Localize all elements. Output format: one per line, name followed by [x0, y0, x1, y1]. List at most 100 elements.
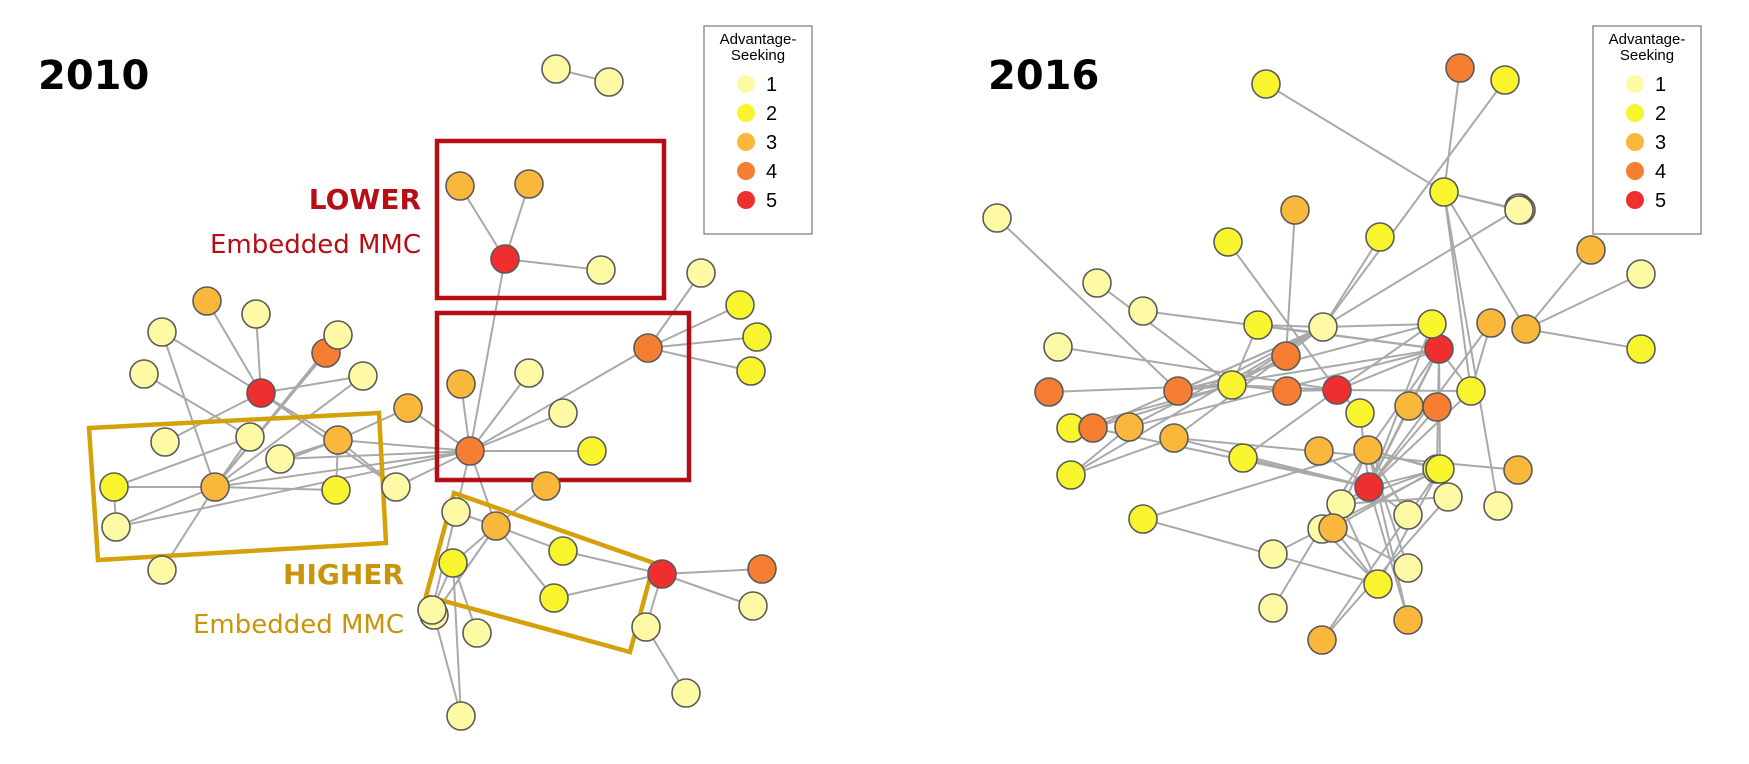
- lower-mmc-box-bottom: [434, 310, 692, 483]
- network-edge: [1525, 273, 1642, 330]
- network-node-level-5: [647, 559, 677, 589]
- network-node-level-1: [586, 255, 616, 285]
- network-node-level-2: [1345, 398, 1375, 428]
- nodes-2010: [99, 54, 777, 731]
- network-node-level-2: [1228, 443, 1258, 473]
- network-edge: [1368, 406, 1438, 488]
- network-edge: [1265, 83, 1445, 193]
- network-node-level-4: [1445, 53, 1475, 83]
- network-node-level-2: [1128, 504, 1158, 534]
- network-node-level-4: [1078, 413, 1108, 443]
- network-node-level-3: [1304, 436, 1334, 466]
- network-node-level-1: [417, 595, 447, 625]
- network-edge: [260, 375, 364, 394]
- network-node-level-1: [147, 317, 177, 347]
- network-node-level-1: [671, 678, 701, 708]
- legend-label: 1: [766, 74, 777, 96]
- network-node-level-1: [241, 299, 271, 329]
- network-node-level-1: [323, 320, 353, 350]
- network-edge: [562, 550, 663, 575]
- higher-mmc-box-right: [423, 490, 657, 655]
- network-node-level-1: [235, 422, 265, 452]
- network-node-level-1: [129, 359, 159, 389]
- panel-2010: 2010 LOWER Embedded MMC HIGHER Embedded …: [38, 25, 813, 731]
- network-node-level-2: [1490, 65, 1520, 95]
- network-edge: [1443, 191, 1472, 392]
- nodes-2016: [982, 53, 1656, 655]
- network-node-level-1: [462, 618, 492, 648]
- network-node-level-1: [1043, 332, 1073, 362]
- network-node-level-2: [1425, 454, 1455, 484]
- edges-2016: [996, 67, 1642, 641]
- panel-year-2010: 2010: [38, 53, 149, 99]
- legend-label: 1: [1655, 74, 1666, 96]
- legend-box: [1592, 25, 1702, 235]
- legend-2010: Advantage- Seeking 1 2 3 4 5: [703, 25, 813, 235]
- network-node-level-1: [686, 258, 716, 288]
- network-edge: [1322, 207, 1520, 328]
- network-node-level-2: [438, 548, 468, 578]
- network-node-level-1: [1128, 296, 1158, 326]
- network-node-level-1: [738, 591, 768, 621]
- network-edge: [214, 375, 364, 488]
- network-edge: [337, 439, 471, 452]
- network-node-level-5: [490, 244, 520, 274]
- network-edge: [1336, 389, 1472, 392]
- lower-label: LOWER: [309, 183, 421, 216]
- network-node-level-3: [1503, 455, 1533, 485]
- network-edge: [469, 412, 564, 452]
- network-node-level-4: [633, 333, 663, 363]
- network-edge: [1096, 282, 1233, 386]
- network-edge: [143, 373, 251, 438]
- legend-swatch: [1626, 191, 1644, 209]
- legend-swatch: [737, 191, 755, 209]
- network-node-level-1: [446, 701, 476, 731]
- legend-2016: Advantage- Seeking 1 2 3 4 5: [1592, 25, 1702, 235]
- network-node-level-1: [1483, 491, 1513, 521]
- network-node-level-4: [1272, 376, 1302, 406]
- network-edge: [553, 573, 663, 599]
- legend-title-line2: Seeking: [731, 47, 785, 64]
- network-node-level-1: [1626, 259, 1656, 289]
- network-node-level-2: [539, 583, 569, 613]
- annotation-higher: HIGHER Embedded MMC: [193, 558, 404, 640]
- network-node-level-5: [1424, 334, 1454, 364]
- legend-swatch: [737, 162, 755, 180]
- network-edge: [661, 568, 763, 575]
- network-node-level-3: [393, 393, 423, 423]
- network-node-level-3: [1511, 314, 1541, 344]
- network-node-level-3: [192, 286, 222, 316]
- network-edge: [504, 258, 602, 271]
- network-node-level-4: [455, 436, 485, 466]
- network-node-level-3: [1318, 513, 1348, 543]
- network-edge: [495, 525, 555, 599]
- network-node-level-3: [531, 471, 561, 501]
- network-node-level-3: [1394, 391, 1424, 421]
- legend-label: 2: [766, 103, 777, 125]
- network-node-level-5: [1354, 472, 1384, 502]
- network-edge: [996, 217, 1179, 392]
- network-node-level-4: [1271, 341, 1301, 371]
- panel-year-2016: 2016: [988, 53, 1099, 99]
- network-node-level-1: [265, 444, 295, 474]
- network-node-level-1: [541, 54, 571, 84]
- network-node-level-1: [1082, 268, 1112, 298]
- legend-items: 1 2 3 4 5: [737, 74, 777, 212]
- network-node-level-1: [982, 203, 1012, 233]
- network-edge: [1368, 390, 1472, 488]
- network-node-level-3: [1476, 308, 1506, 338]
- panel-2016: 2016 Advantage- Seeking 1 2 3 4 5: [982, 25, 1702, 655]
- network-node-level-1: [101, 512, 131, 542]
- higher-label: HIGHER: [283, 558, 404, 591]
- network-edge: [1525, 328, 1642, 350]
- network-node-level-4: [1163, 376, 1193, 406]
- annotation-boxes: [86, 138, 692, 655]
- network-edge: [1340, 496, 1449, 505]
- network-edge: [1285, 209, 1296, 357]
- legend-label: 2: [1655, 103, 1666, 125]
- legend-label: 3: [766, 132, 777, 154]
- network-node-level-1: [1258, 593, 1288, 623]
- network-edge: [1336, 323, 1433, 391]
- network-node-level-1: [1504, 195, 1534, 225]
